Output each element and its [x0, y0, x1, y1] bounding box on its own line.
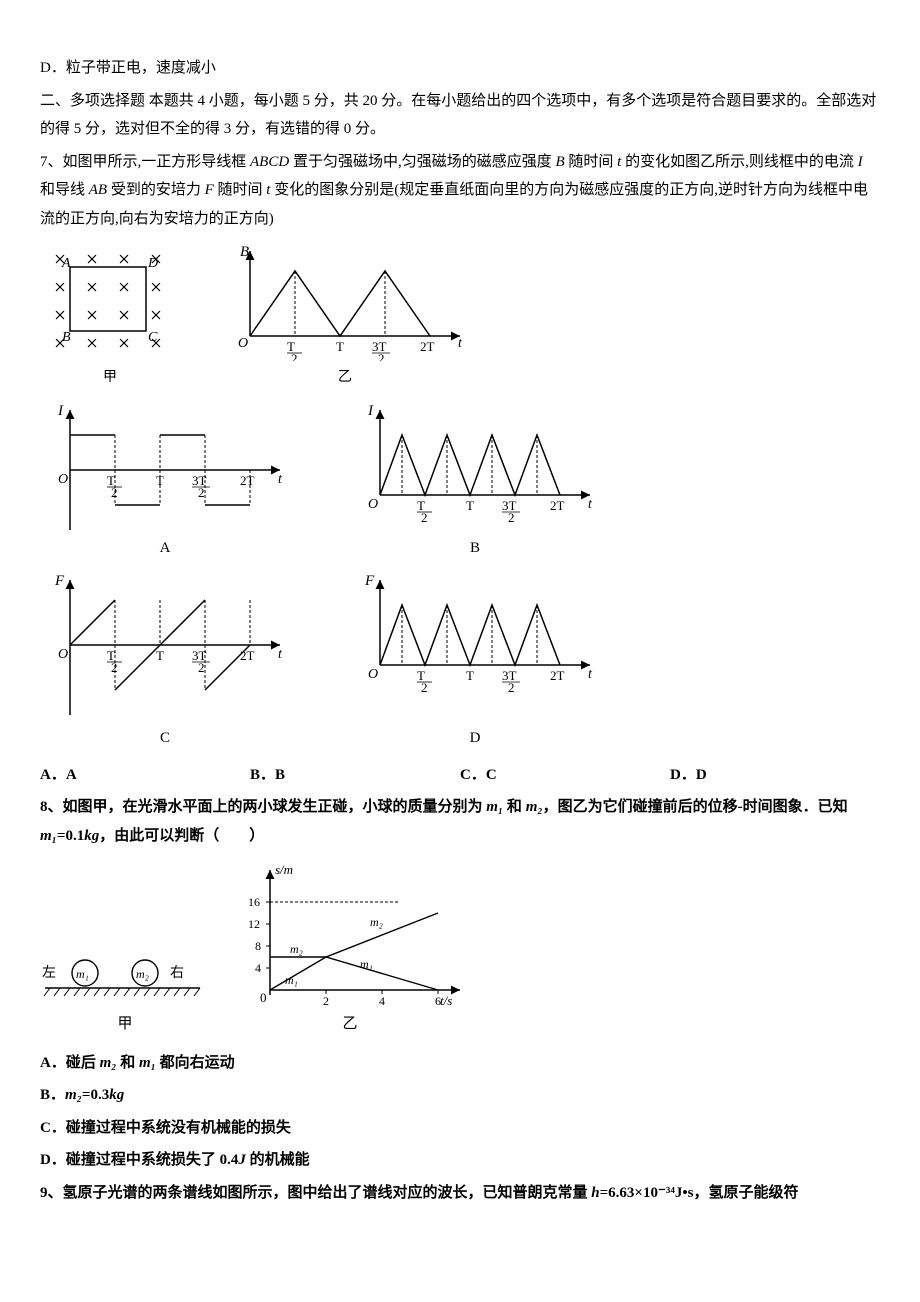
svg-text:T: T — [156, 648, 164, 663]
svg-text:T: T — [466, 498, 474, 513]
svg-text:2T: 2T — [240, 648, 255, 663]
svg-text:T: T — [156, 473, 164, 488]
q7-option-D: D．D — [670, 761, 880, 790]
svg-text:4: 4 — [379, 994, 385, 1008]
svg-text:右: 右 — [170, 965, 184, 981]
svg-text:2: 2 — [508, 680, 515, 695]
q7-graphs-AB: I O t T2 T 3T2 2T A I O t — [40, 400, 880, 563]
corner-A: A — [61, 256, 71, 271]
q8-yi-caption: 乙 — [230, 1010, 470, 1039]
svg-text:m₁: m₁ — [285, 973, 298, 987]
svg-text:8: 8 — [255, 939, 261, 953]
q8-stem: 8、如图甲，在光滑水平面上的两小球发生正碰，小球的质量分别为 m₁ 和 m₂，图… — [40, 793, 880, 850]
q7-stem: 7、如图甲所示,一正方形导线框 ABCD 置于匀强磁场中,匀强磁场的磁感应强度 … — [40, 148, 880, 234]
q7-graph-C: F O t T2 T 3T2 2T C — [40, 570, 290, 753]
svg-text:t/s: t/s — [440, 993, 452, 1008]
svg-text:O: O — [368, 667, 378, 682]
svg-text:m₁: m₁ — [76, 967, 89, 981]
svg-text:O: O — [58, 472, 68, 487]
q8-fig-yi: s/m t/s 0 4 8 12 16 2 4 6 m₁ m₁ m₂ m₂ 乙 — [230, 860, 470, 1039]
q7-fig-jia: A D B C 甲 — [40, 241, 180, 392]
svg-text:T: T — [466, 668, 474, 683]
q7-yi-caption: 乙 — [220, 365, 470, 392]
q8-fig-jia: 左 m₁ m₂ 右 甲 — [40, 940, 210, 1039]
q7-option-A: A．A — [40, 761, 250, 790]
q7-graph-A: I O t T2 T 3T2 2T A — [40, 400, 290, 563]
q8-option-D: D．碰撞过程中系统损失了 0.4J 的机械能 — [40, 1146, 880, 1175]
corner-B: B — [62, 330, 71, 345]
q7-jia-caption: 甲 — [40, 365, 180, 392]
svg-text:s/m: s/m — [275, 862, 293, 877]
svg-text:4: 4 — [255, 961, 261, 975]
q7-jia-svg: A D B C — [40, 241, 180, 361]
q7-option-C: C．C — [460, 761, 670, 790]
q9-stem: 9、氢原子光谱的两条谱线如图所示，图中给出了谱线对应的波长，已知普朗克常量 h=… — [40, 1179, 880, 1208]
q7-A-label: A — [40, 534, 290, 563]
svg-text:t: t — [588, 667, 593, 682]
yi-xlabel: t — [458, 336, 463, 351]
svg-text:2: 2 — [421, 510, 428, 525]
q8-option-C: C．碰撞过程中系统没有机械能的损失 — [40, 1114, 880, 1143]
svg-text:t: t — [588, 497, 593, 512]
q7-D-label: D — [350, 724, 600, 753]
section-2-header: 二、多项选择题 本题共 4 小题，每小题 5 分，共 20 分。在每小题给出的四… — [40, 87, 880, 144]
corner-C: C — [148, 330, 158, 345]
svg-text:2T: 2T — [420, 339, 435, 354]
svg-text:O: O — [58, 647, 68, 662]
svg-text:t: t — [278, 472, 283, 487]
svg-text:2T: 2T — [550, 668, 565, 683]
svg-text:I: I — [57, 403, 64, 419]
svg-text:16: 16 — [248, 895, 260, 909]
svg-text:2: 2 — [421, 680, 428, 695]
q7-graph-B: I O t T2 T 3T2 2T B — [350, 400, 600, 563]
svg-text:2T: 2T — [240, 473, 255, 488]
svg-text:2: 2 — [198, 485, 205, 500]
svg-text:0: 0 — [260, 990, 267, 1005]
svg-text:左: 左 — [42, 965, 56, 981]
svg-text:t: t — [278, 647, 283, 662]
svg-text:T: T — [336, 339, 344, 354]
svg-text:2: 2 — [111, 485, 118, 500]
q7-yi-svg: B O t T 2 T 3T 2 2T — [220, 241, 470, 361]
q8-jia-caption: 甲 — [40, 1010, 210, 1039]
svg-text:m₂: m₂ — [136, 967, 149, 981]
svg-text:m₁: m₁ — [360, 957, 373, 971]
q8-option-B: B．m₂=0.3kg — [40, 1081, 880, 1110]
yi-ylabel: B — [240, 244, 249, 260]
q7-option-B: B．B — [250, 761, 460, 790]
svg-text:2: 2 — [111, 660, 118, 675]
svg-text:m₂: m₂ — [290, 942, 303, 956]
svg-text:m₂: m₂ — [370, 915, 383, 929]
q8-figures: 左 m₁ m₂ 右 甲 s/m t/s 0 4 — [40, 860, 880, 1039]
q8-option-A: A．碰后 m₂ 和 m₁ 都向右运动 — [40, 1049, 880, 1078]
q7-graphs-CD: F O t T2 T 3T2 2T C F O t — [40, 570, 880, 753]
q7-options: A．A B．B C．C D．D — [40, 761, 880, 790]
q7-C-label: C — [40, 724, 290, 753]
q7-graph-D: F O t T2 T 3T2 2T D — [350, 570, 600, 753]
svg-text:2: 2 — [378, 351, 385, 361]
svg-text:2: 2 — [198, 660, 205, 675]
yi-origin: O — [238, 336, 248, 351]
corner-D: D — [147, 256, 158, 271]
q7-fig-yi: B O t T 2 T 3T 2 2T 乙 — [220, 241, 470, 392]
option-d-residual: D．粒子带正电，速度减小 — [40, 54, 880, 83]
q7-B-label: B — [350, 534, 600, 563]
svg-text:12: 12 — [248, 917, 260, 931]
q7-figure-row-1: A D B C 甲 B O t T 2 T 3T 2 2T 乙 — [40, 241, 880, 392]
svg-text:O: O — [368, 497, 378, 512]
svg-text:6: 6 — [435, 994, 441, 1008]
svg-text:2T: 2T — [550, 498, 565, 513]
svg-text:2: 2 — [323, 994, 329, 1008]
svg-text:I: I — [367, 403, 374, 419]
svg-text:F: F — [364, 573, 375, 589]
svg-text:2: 2 — [508, 510, 515, 525]
svg-text:2: 2 — [291, 351, 298, 361]
svg-text:F: F — [54, 573, 65, 589]
